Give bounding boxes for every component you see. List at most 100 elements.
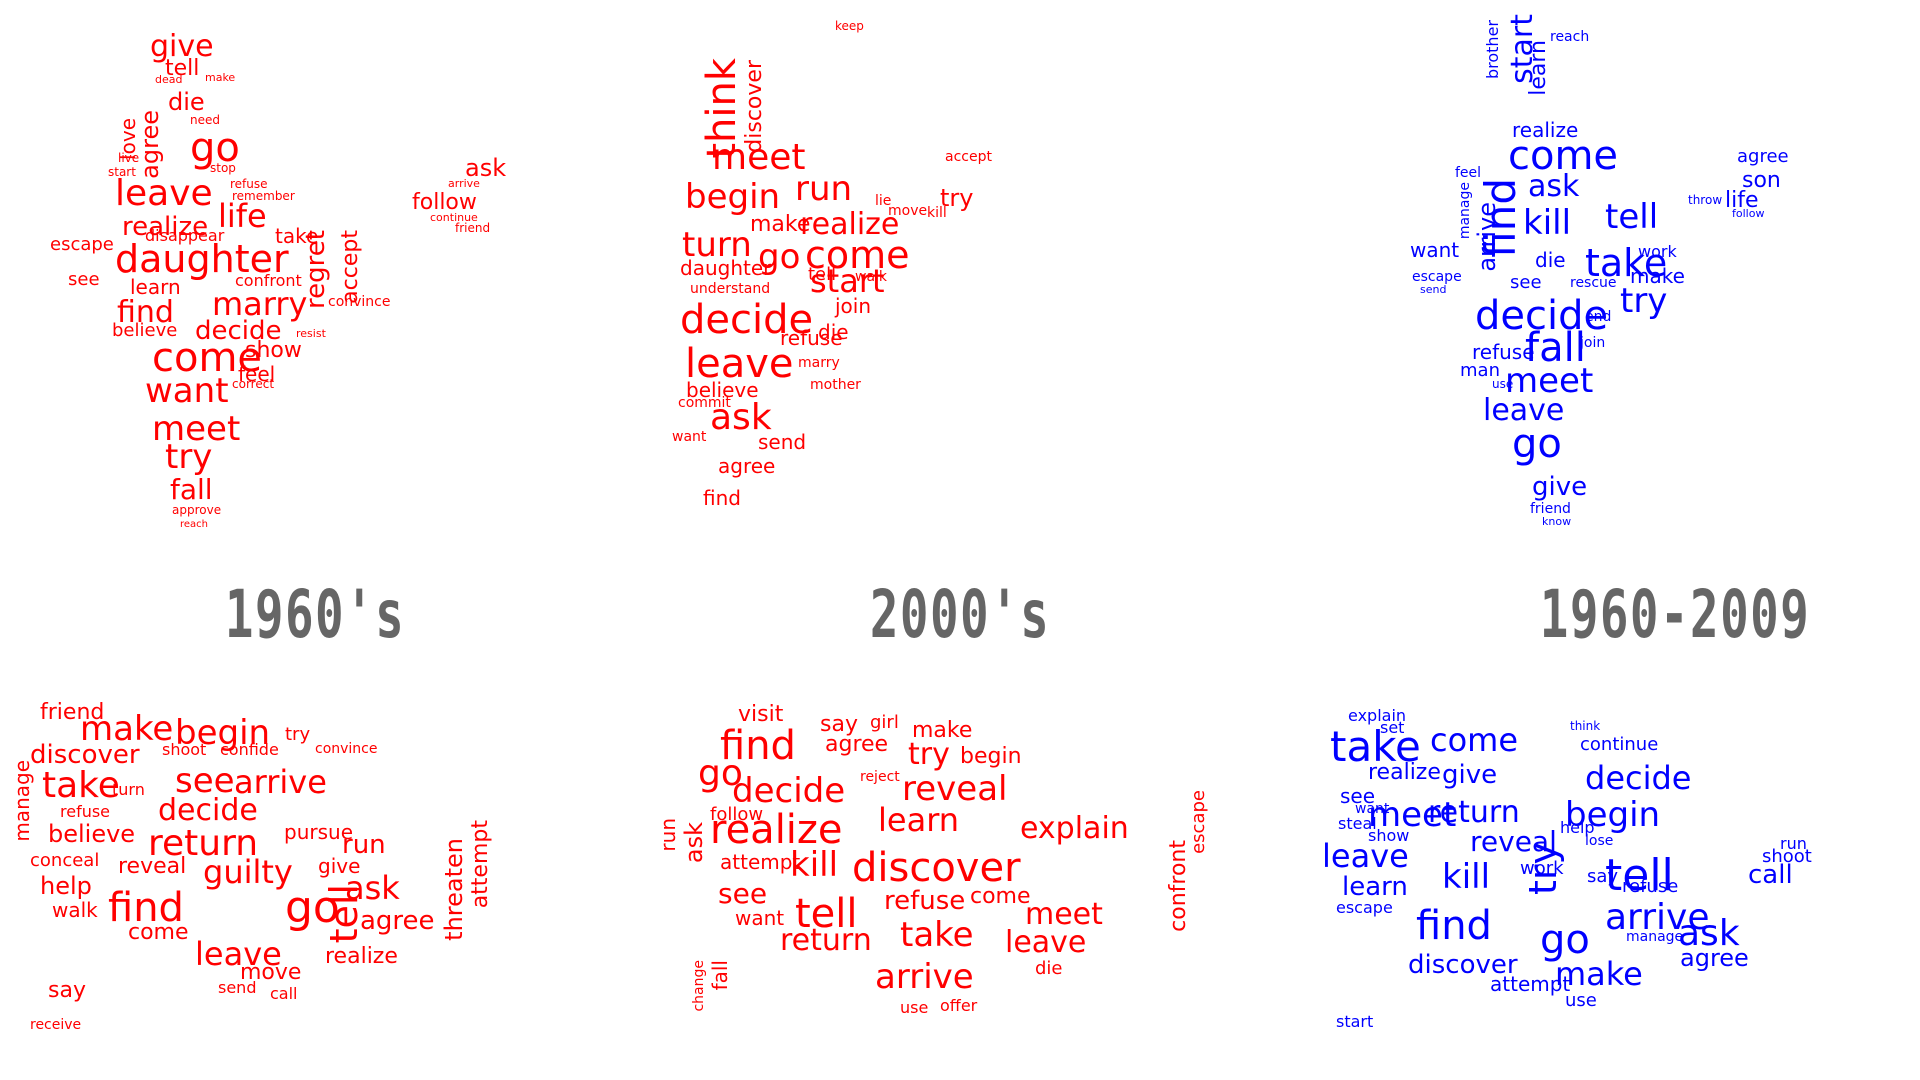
cloud-word: realize <box>325 944 398 969</box>
cloud-word: set <box>1380 718 1405 737</box>
cloud-word: die <box>818 320 849 344</box>
cloud-word: take <box>42 765 120 806</box>
cloud-word: ask <box>465 154 507 182</box>
caption-1960s: 1960's <box>224 576 406 653</box>
cloud-word: make <box>80 709 174 749</box>
cloud-word: help <box>40 872 92 900</box>
cloud-word: want <box>1410 238 1460 262</box>
cloud-word: kill <box>1442 857 1491 897</box>
cloud-word: shoot <box>1762 846 1812 867</box>
cloud-word: reveal <box>1470 825 1557 858</box>
cloud-word: believe <box>112 320 178 341</box>
cloud-word: ask <box>1678 913 1740 954</box>
cloud-word: meet <box>1025 897 1103 932</box>
cloud-word: explain <box>1348 706 1407 725</box>
cloud-word: call <box>1748 860 1793 890</box>
cloud-word: show <box>1368 826 1410 845</box>
cloud-word: confront <box>1166 840 1191 932</box>
cloud-word: refuse <box>780 326 843 350</box>
cloud-word: realize <box>710 807 843 853</box>
cloud-word: run <box>795 169 853 209</box>
cloud-word: arrive <box>1605 897 1710 938</box>
cloud-word: lose <box>1585 833 1614 849</box>
cloud-word: try <box>285 724 311 745</box>
cloud-word: decide <box>195 316 282 346</box>
cloud-word: learn <box>130 275 181 299</box>
cloud-word: continue <box>1580 734 1659 755</box>
cloud-word: kill <box>927 205 947 221</box>
word-cloud-india-2000s: keep think discover meet begin run make realize… <box>640 0 1280 545</box>
cloud-word: fall <box>1525 325 1586 371</box>
cloud-word: throw <box>1688 193 1723 207</box>
cloud-word: find <box>1416 903 1492 949</box>
cloud-word: join <box>835 294 872 318</box>
cloud-word: decide <box>680 297 814 343</box>
cloud-word: begin <box>175 713 271 753</box>
cloud-word: escape <box>1336 898 1393 917</box>
cloud-word: pursue <box>284 820 353 844</box>
cloud-word: dead <box>155 73 183 86</box>
cloud-word: son <box>1742 168 1781 193</box>
cloud-word: realize <box>1512 118 1579 142</box>
cloud-word: start <box>1336 1012 1374 1031</box>
cloud-word: give <box>1442 760 1498 790</box>
cloud-word: visit <box>738 702 784 727</box>
cloud-word: come <box>805 233 910 277</box>
cloud-word: see <box>68 269 100 290</box>
cloud-word: agree <box>136 110 164 179</box>
cloud-word: agree <box>1737 146 1789 167</box>
cloud-word: use <box>900 998 929 1017</box>
cloud-word: follow <box>1732 207 1765 220</box>
cloud-word: work <box>1520 858 1564 879</box>
cloud-word: return <box>148 823 259 864</box>
cloud-word: give <box>150 29 214 64</box>
cloud-word: go <box>190 125 240 171</box>
cloud-word: make <box>750 212 811 237</box>
cloud-word: ask <box>680 822 708 864</box>
cloud-word: arrive <box>448 177 480 190</box>
cloud-word: keep <box>835 19 864 33</box>
cloud-word: believe <box>48 820 136 848</box>
cloud-word: life <box>1725 188 1759 213</box>
cloud-word: find <box>117 295 174 330</box>
cloud-word: reach <box>180 519 209 530</box>
cloud-word: think <box>1570 719 1601 733</box>
cloud-word: agree <box>825 732 889 757</box>
cloud-word: try <box>165 437 213 477</box>
cloud-word: manage <box>1626 929 1684 945</box>
cloud-word: begin <box>685 177 781 217</box>
cloud-word: end <box>1585 309 1612 325</box>
cloud-word: stop <box>210 161 236 175</box>
cloud-word: move <box>888 203 928 219</box>
cloud-word: try <box>940 184 974 212</box>
cloud-word: come <box>970 884 1031 909</box>
cloud-word: want <box>735 906 785 930</box>
cloud-word: reject <box>860 769 900 785</box>
cloud-word: run <box>656 818 680 852</box>
cloud-word: tell <box>1605 850 1674 901</box>
cloud-word: threaten <box>440 838 468 941</box>
cloud-word: arrive <box>875 957 974 997</box>
cloud-word: manage <box>10 760 34 842</box>
cloud-word: disappear <box>145 226 225 245</box>
caption-1960-2009: 1960-2009 <box>1539 576 1811 653</box>
word-cloud-usa-2000s: visit say girl make find agree try begin go revea… <box>640 690 1280 1080</box>
cloud-word: accept <box>945 149 992 165</box>
cloud-word: arrive <box>234 763 327 801</box>
cloud-word: rescue <box>1570 275 1617 291</box>
cloud-word: use <box>1492 377 1514 391</box>
cloud-word: meet <box>152 409 241 449</box>
cloud-word: tell <box>165 56 200 81</box>
cloud-word: make <box>205 71 236 84</box>
cloud-word: follow <box>710 804 764 825</box>
cloud-word: escape <box>1412 269 1462 285</box>
cloud-word: learn <box>1342 872 1408 902</box>
cloud-word: find <box>108 885 184 931</box>
cloud-word: believe <box>686 378 759 402</box>
cloud-word: learn <box>1526 40 1551 96</box>
cloud-word: see <box>175 761 235 801</box>
cloud-word: feel <box>1455 165 1482 181</box>
cloud-word: come <box>152 335 263 381</box>
cloud-word: want <box>1355 801 1390 817</box>
cloud-word: see <box>718 877 768 910</box>
